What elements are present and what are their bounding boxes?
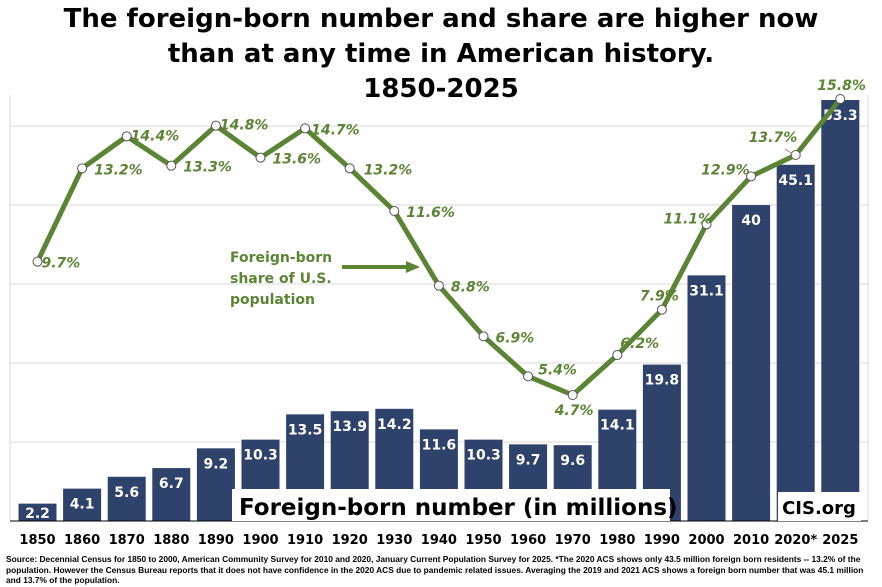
chart-canvas: 2.2 4.1 5.6 6.7 9.2 10.3 13.5 13.9 14.2 11.6 10.3 9… xyxy=(9,78,869,548)
share-marker xyxy=(389,206,400,216)
share-marker xyxy=(32,256,43,267)
share-annotation-text: population xyxy=(230,292,315,308)
bar-value-label: 9.7 xyxy=(516,452,541,468)
share-value-label: 14.7% xyxy=(311,122,360,138)
share-marker xyxy=(344,163,355,174)
bar-value-label: 14.2 xyxy=(377,417,412,433)
x-tick-label: 2025 xyxy=(822,533,858,548)
bar-value-label: 2.2 xyxy=(25,506,50,522)
annotation-arrow-head xyxy=(406,261,420,273)
bar-value-label: 11.6 xyxy=(422,437,457,453)
bar-value-label: 31.1 xyxy=(689,283,724,299)
x-tick-label: 1920 xyxy=(332,533,368,548)
share-marker xyxy=(478,331,489,342)
bar-value-label: 19.8 xyxy=(645,373,680,389)
x-tick-label: 2000 xyxy=(688,533,724,548)
title-line-2: than at any time in American history. xyxy=(167,39,715,69)
share-value-label: 4.7% xyxy=(554,403,594,419)
chart-title: The foreign-born number and share are hi… xyxy=(0,2,882,107)
source-note: Source: Decennial Census for 1850 to 200… xyxy=(6,554,864,585)
x-tick-label: 1850 xyxy=(19,533,55,548)
bar-value-label: 14.1 xyxy=(600,418,635,434)
x-tick-label: 1930 xyxy=(376,533,412,548)
share-marker xyxy=(701,219,712,230)
x-tick-label: 1870 xyxy=(109,533,145,548)
share-value-label: 6.2% xyxy=(620,336,659,352)
share-marker xyxy=(746,171,757,182)
x-tick-label: 1890 xyxy=(198,533,234,548)
share-marker xyxy=(166,160,177,171)
bar-value-label: 10.3 xyxy=(243,448,278,464)
share-marker xyxy=(790,150,801,160)
x-tick-label: 1960 xyxy=(510,533,546,548)
share-value-label: 13.7% xyxy=(749,130,798,146)
bar xyxy=(732,205,771,521)
share-value-label: 5.4% xyxy=(538,362,577,378)
x-tick-label: 1940 xyxy=(421,533,457,548)
bar xyxy=(107,476,146,521)
share-value-label: 9.7% xyxy=(42,256,81,272)
share-value-label: 12.9% xyxy=(701,162,750,178)
share-marker xyxy=(835,94,846,104)
x-tick-label: 1860 xyxy=(64,533,100,548)
share-marker xyxy=(300,123,311,134)
x-tick-label: 2010 xyxy=(733,533,769,548)
x-tick-label: 1980 xyxy=(599,533,635,548)
share-annotation-text: share of U.S. xyxy=(230,271,332,287)
x-tick-label: 1950 xyxy=(465,533,501,548)
bar-legend-text: Foreign-born number (in millions) xyxy=(239,495,678,521)
share-value-label: 13.6% xyxy=(273,152,322,168)
share-value-label: 13.2% xyxy=(364,162,413,178)
share-marker xyxy=(77,163,88,174)
share-marker xyxy=(523,371,534,382)
bar xyxy=(821,100,860,521)
bar xyxy=(18,503,57,521)
bar-value-label: 9.6 xyxy=(560,453,585,469)
x-tick-label: 1900 xyxy=(242,533,278,548)
share-marker xyxy=(433,280,444,291)
share-value-label: 14.8% xyxy=(220,118,269,134)
bar xyxy=(196,448,235,521)
share-value-label: 13.2% xyxy=(94,162,143,178)
share-value-label: 11.1% xyxy=(664,211,713,227)
share-value-label: 6.9% xyxy=(496,330,535,346)
share-value-label: 13.3% xyxy=(183,160,232,176)
bar xyxy=(63,488,102,521)
bar-legend-box xyxy=(232,489,670,521)
share-value-label: 7.9% xyxy=(640,289,679,305)
x-tick-label: 1990 xyxy=(644,533,680,548)
share-marker xyxy=(656,304,667,315)
share-marker xyxy=(210,120,221,131)
share-annotation-text: Foreign-born xyxy=(230,250,332,266)
title-line-3: 1850-2025 xyxy=(363,74,519,104)
bar-value-label: 10.3 xyxy=(466,448,501,464)
bar-value-label: 4.1 xyxy=(70,497,95,513)
share-marker xyxy=(255,152,266,163)
title-line-1: The foreign-born number and share are hi… xyxy=(63,4,819,34)
bar-value-label: 45.1 xyxy=(778,173,813,189)
x-tick-label: 1970 xyxy=(555,533,591,548)
share-value-label: 14.4% xyxy=(131,128,180,144)
share-value-label: 15.8% xyxy=(817,78,866,94)
bar xyxy=(152,468,191,521)
bar-value-label: 13.5 xyxy=(288,422,323,438)
share-marker xyxy=(612,350,623,360)
bar-value-label: 6.7 xyxy=(159,476,184,492)
share-marker xyxy=(121,131,132,142)
share-value-label: 11.6% xyxy=(406,205,455,221)
bar-value-label: 13.9 xyxy=(332,419,367,435)
share-value-label: 8.8% xyxy=(451,280,490,296)
x-tick-label: 2020* xyxy=(774,533,817,548)
share-marker xyxy=(567,390,578,400)
x-tick-label: 1910 xyxy=(287,533,323,548)
bar xyxy=(776,164,815,521)
bar xyxy=(687,275,726,521)
bar-value-label: 9.2 xyxy=(203,456,228,472)
bar-value-label: 40 xyxy=(741,213,761,229)
bar-value-label: 5.6 xyxy=(114,485,139,501)
credit-box xyxy=(778,492,861,521)
credit-text: CIS.org xyxy=(782,498,856,519)
x-tick-label: 1880 xyxy=(153,533,189,548)
